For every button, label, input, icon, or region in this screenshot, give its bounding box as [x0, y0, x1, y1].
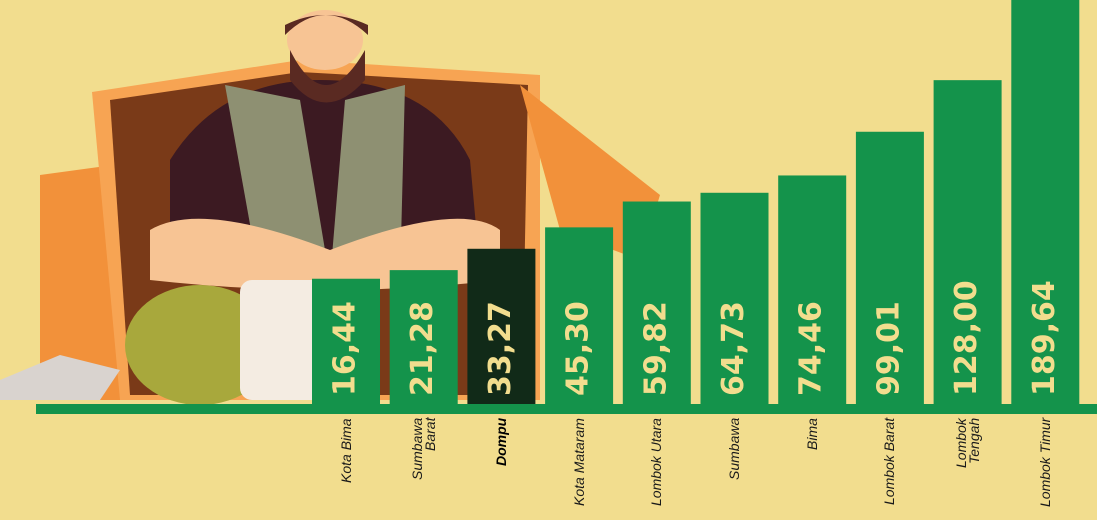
category-label-box: Kota Mataram — [544, 418, 614, 514]
category-label: Kota Bima — [340, 418, 353, 514]
category-label: Lombok Barat — [883, 418, 896, 514]
value-label: 21,28 — [405, 301, 440, 396]
category-label-box: Bima — [777, 418, 847, 514]
category-label: Kota Mataram — [573, 418, 586, 514]
value-label: 74,46 — [794, 301, 829, 396]
value-label: 16,44 — [328, 301, 363, 396]
category-label-box: Lombok Barat — [855, 418, 925, 514]
category-label-box: Kota Bima — [311, 418, 381, 514]
value-label: 45,30 — [561, 301, 596, 396]
category-label: Lombok Tengah — [955, 418, 981, 514]
category-label: Sumbawa Barat — [411, 418, 437, 514]
category-label: Sumbawa — [728, 418, 741, 514]
value-label: 99,01 — [871, 301, 906, 396]
value-label: 59,82 — [638, 301, 673, 396]
category-label: Lombok Timur — [1039, 418, 1052, 514]
category-label-box: Dompu — [466, 418, 536, 514]
category-label-box: Lombok Utara — [622, 418, 692, 514]
infographic: 16,44 21,28 33,27 45,30 59,82 64,73 74,46 99,01… — [0, 0, 1097, 520]
category-label-box: Sumbawa Barat — [389, 418, 459, 514]
value-label: 64,73 — [716, 301, 751, 396]
category-label: Dompu — [495, 418, 508, 514]
value-label: 128,00 — [949, 280, 984, 396]
category-label-box: Lombok Timur — [1010, 418, 1080, 514]
category-label: Bima — [806, 418, 819, 514]
baseline — [36, 404, 1097, 414]
category-label-box: Sumbawa — [700, 418, 770, 514]
value-label: 33,27 — [483, 301, 518, 396]
value-label: 189,64 — [1027, 280, 1062, 396]
category-label: Lombok Utara — [650, 418, 663, 514]
category-label-box: Lombok Tengah — [933, 418, 1003, 514]
